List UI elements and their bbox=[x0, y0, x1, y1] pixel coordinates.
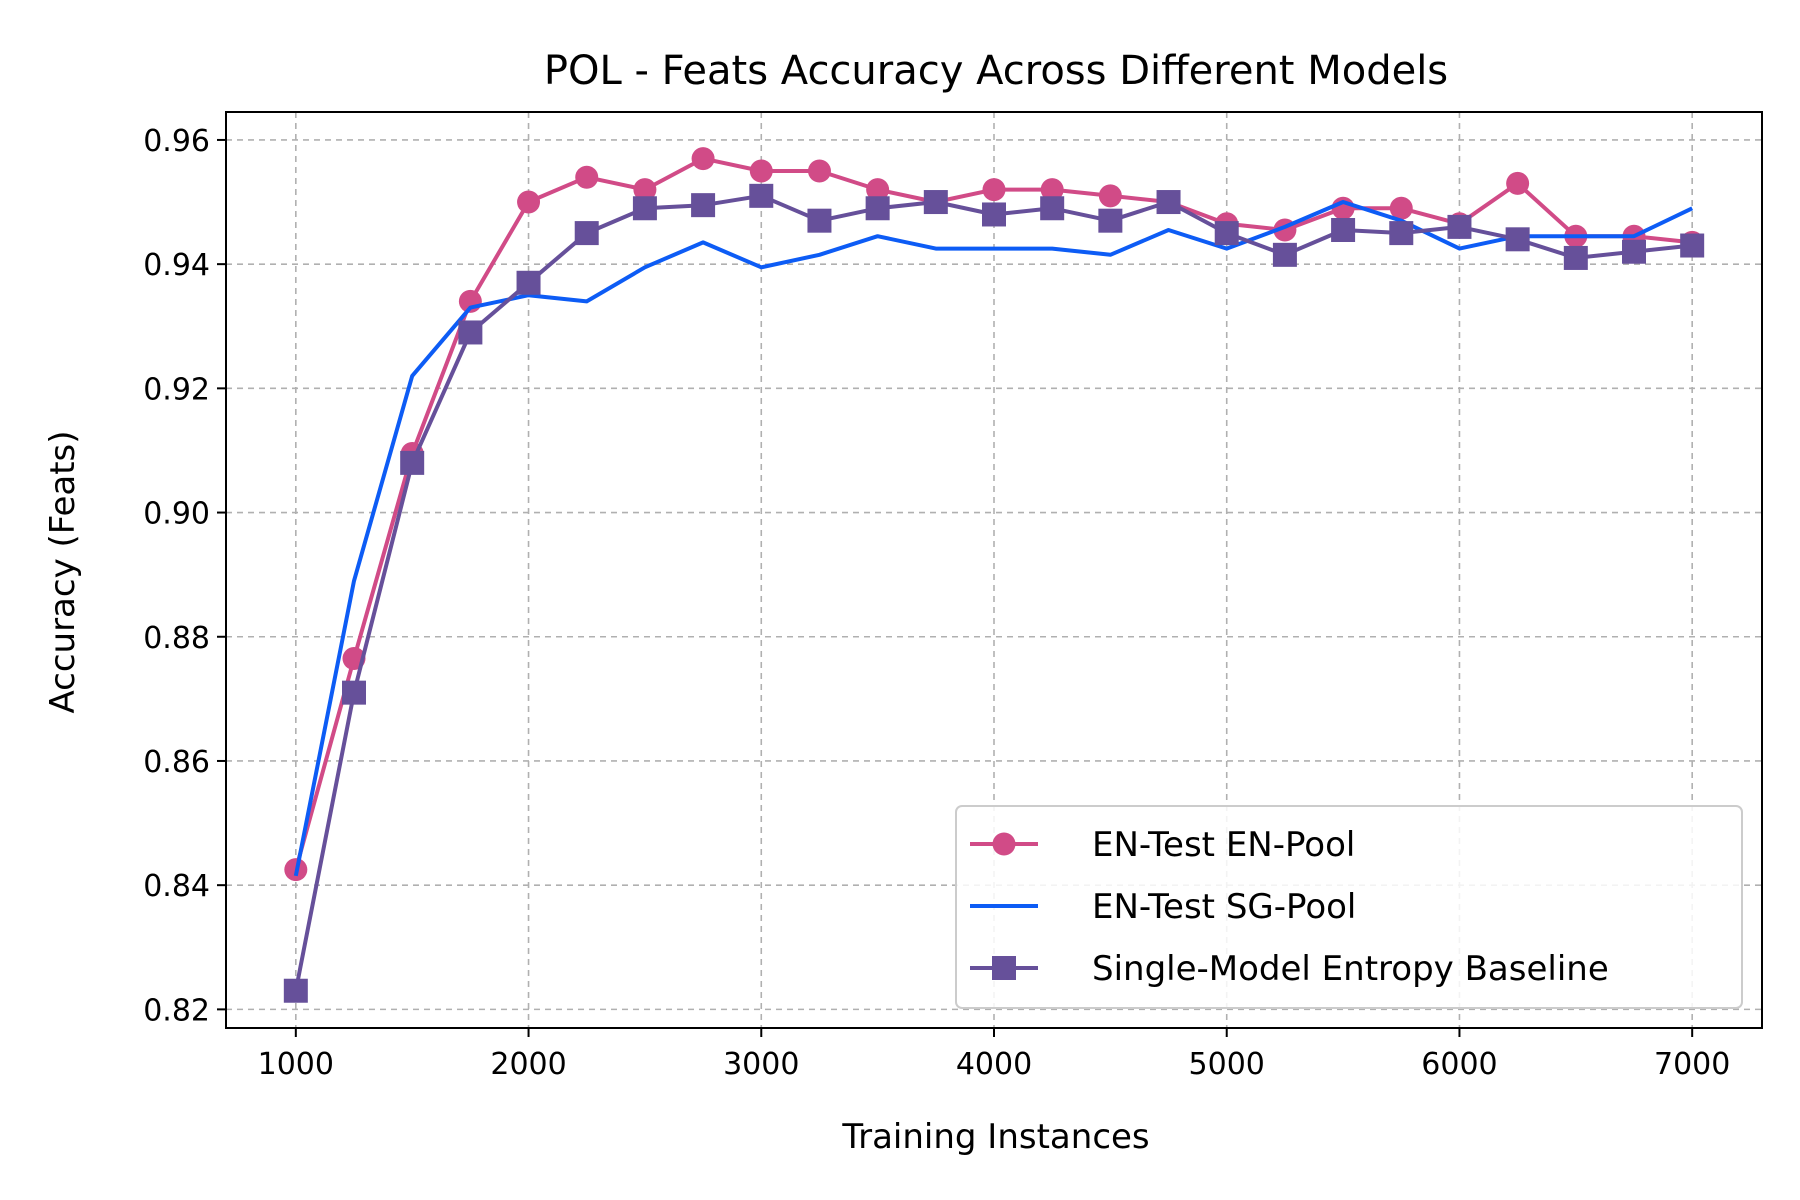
x-axis-ticks: 1000 2000 3000 4000 5000 6000 7000 bbox=[258, 1028, 1730, 1082]
y-tick-label: 0.84 bbox=[143, 869, 210, 904]
data-point bbox=[1098, 208, 1123, 233]
x-tick-label: 4000 bbox=[956, 1047, 1032, 1082]
legend-marker bbox=[992, 832, 1016, 856]
data-point bbox=[458, 320, 483, 345]
y-tick-label: 0.96 bbox=[143, 124, 210, 159]
data-point bbox=[1447, 214, 1472, 239]
legend-marker bbox=[992, 956, 1016, 980]
data-point bbox=[691, 193, 716, 218]
data-point bbox=[517, 190, 541, 214]
y-tick-label: 0.86 bbox=[143, 745, 210, 780]
data-point bbox=[516, 270, 541, 295]
data-point bbox=[1214, 221, 1239, 246]
x-tick-label: 3000 bbox=[723, 1047, 799, 1082]
data-point bbox=[1272, 242, 1297, 267]
series-3 bbox=[283, 183, 1705, 1003]
data-point bbox=[807, 159, 831, 183]
data-point bbox=[1622, 239, 1646, 264]
y-axis-ticks: 0.82 0.84 0.86 0.88 0.90 0.92 0.94 0.96 bbox=[143, 124, 226, 1028]
data-point bbox=[866, 178, 890, 202]
x-tick-label: 1000 bbox=[258, 1047, 334, 1082]
y-tick-label: 0.88 bbox=[143, 621, 210, 656]
data-point bbox=[691, 147, 715, 171]
y-tick-label: 0.90 bbox=[143, 497, 210, 532]
chart-title: POL - Feats Accuracy Across Different Mo… bbox=[544, 48, 1448, 94]
y-axis-label: Accuracy (Feats) bbox=[43, 430, 83, 713]
x-tick-label: 6000 bbox=[1421, 1047, 1497, 1082]
data-point bbox=[342, 680, 366, 705]
data-point bbox=[807, 208, 832, 233]
data-point bbox=[1389, 196, 1413, 220]
x-tick-label: 5000 bbox=[1189, 1047, 1265, 1082]
data-point bbox=[1040, 178, 1064, 202]
data-point bbox=[865, 196, 890, 221]
data-point bbox=[1563, 245, 1588, 270]
legend-label: Single-Model Entropy Baseline bbox=[1092, 949, 1609, 989]
data-point bbox=[575, 165, 599, 189]
data-point bbox=[1331, 217, 1356, 242]
data-series bbox=[283, 147, 1705, 1003]
legend-item: Single-Model Entropy Baseline bbox=[970, 949, 1609, 989]
y-tick-label: 0.94 bbox=[143, 248, 210, 283]
x-tick-label: 2000 bbox=[490, 1047, 566, 1082]
data-point bbox=[574, 221, 599, 246]
data-point bbox=[1506, 171, 1530, 195]
data-point bbox=[633, 178, 657, 202]
legend-label: EN-Test EN-Pool bbox=[1092, 825, 1355, 865]
y-tick-label: 0.92 bbox=[143, 372, 210, 407]
x-tick-label: 7000 bbox=[1654, 1047, 1730, 1082]
data-point bbox=[1156, 190, 1181, 215]
data-point bbox=[1040, 196, 1065, 221]
plot-area-frame bbox=[225, 111, 1763, 1029]
data-point bbox=[923, 190, 948, 215]
x-axis-label: Training Instances bbox=[841, 1117, 1149, 1157]
data-point bbox=[632, 196, 657, 221]
data-point bbox=[749, 183, 774, 208]
series-2 bbox=[293, 200, 1694, 877]
data-point bbox=[1680, 233, 1705, 258]
data-point bbox=[982, 202, 1006, 227]
data-point bbox=[982, 178, 1006, 202]
data-point bbox=[283, 978, 308, 1003]
legend-item: EN-Test SG-Pool bbox=[970, 887, 1356, 927]
data-point bbox=[1389, 221, 1414, 246]
data-point bbox=[400, 450, 425, 475]
y-tick-label: 0.82 bbox=[143, 993, 210, 1028]
data-point bbox=[1098, 184, 1122, 208]
legend-label: EN-Test SG-Pool bbox=[1092, 887, 1356, 927]
legend-box bbox=[955, 805, 1743, 1009]
data-point bbox=[1505, 227, 1530, 252]
data-point bbox=[749, 159, 773, 183]
legend: EN-Test EN-Pool EN-Test SG-Pool Single-Mod… bbox=[955, 805, 1743, 1009]
legend-item: EN-Test EN-Pool bbox=[970, 825, 1355, 865]
series-line bbox=[293, 200, 1694, 877]
